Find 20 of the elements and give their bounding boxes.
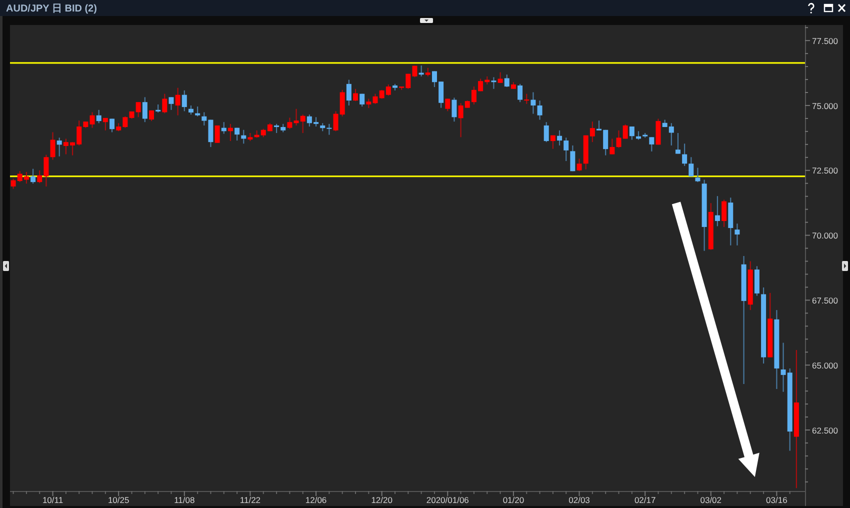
y-tick-label: 77.500 [812,36,838,46]
y-tick-label: 72.500 [812,166,838,176]
y-tick-label: 75.000 [812,100,838,111]
title: AUD/JPY 日 BID (2) [6,4,97,14]
x-tick-label: 03/16 [766,495,788,505]
x-tick-label: 03/02 [700,495,722,505]
x-tick-label: 02/17 [634,495,656,505]
x-tick-label: 12/20 [371,495,393,505]
x-tick-label: 11/22 [240,495,261,505]
y-tick-label: 62.500 [812,425,838,436]
y-tick-label: 67.500 [812,295,838,306]
x-tick-label: 11/08 [174,495,195,505]
x-tick-label: 2020/01/06 [426,495,470,505]
y-tick-label: 70.000 [812,230,838,241]
x-tick-label: 01/20 [502,495,524,505]
x-tick-label: 10/11 [42,495,64,505]
x-tick-label: 12/06 [305,495,327,505]
x-tick-label: 02/03 [568,495,590,505]
x-tick-label: 10/25 [108,495,130,505]
y-tick-label: 65.000 [812,360,838,370]
